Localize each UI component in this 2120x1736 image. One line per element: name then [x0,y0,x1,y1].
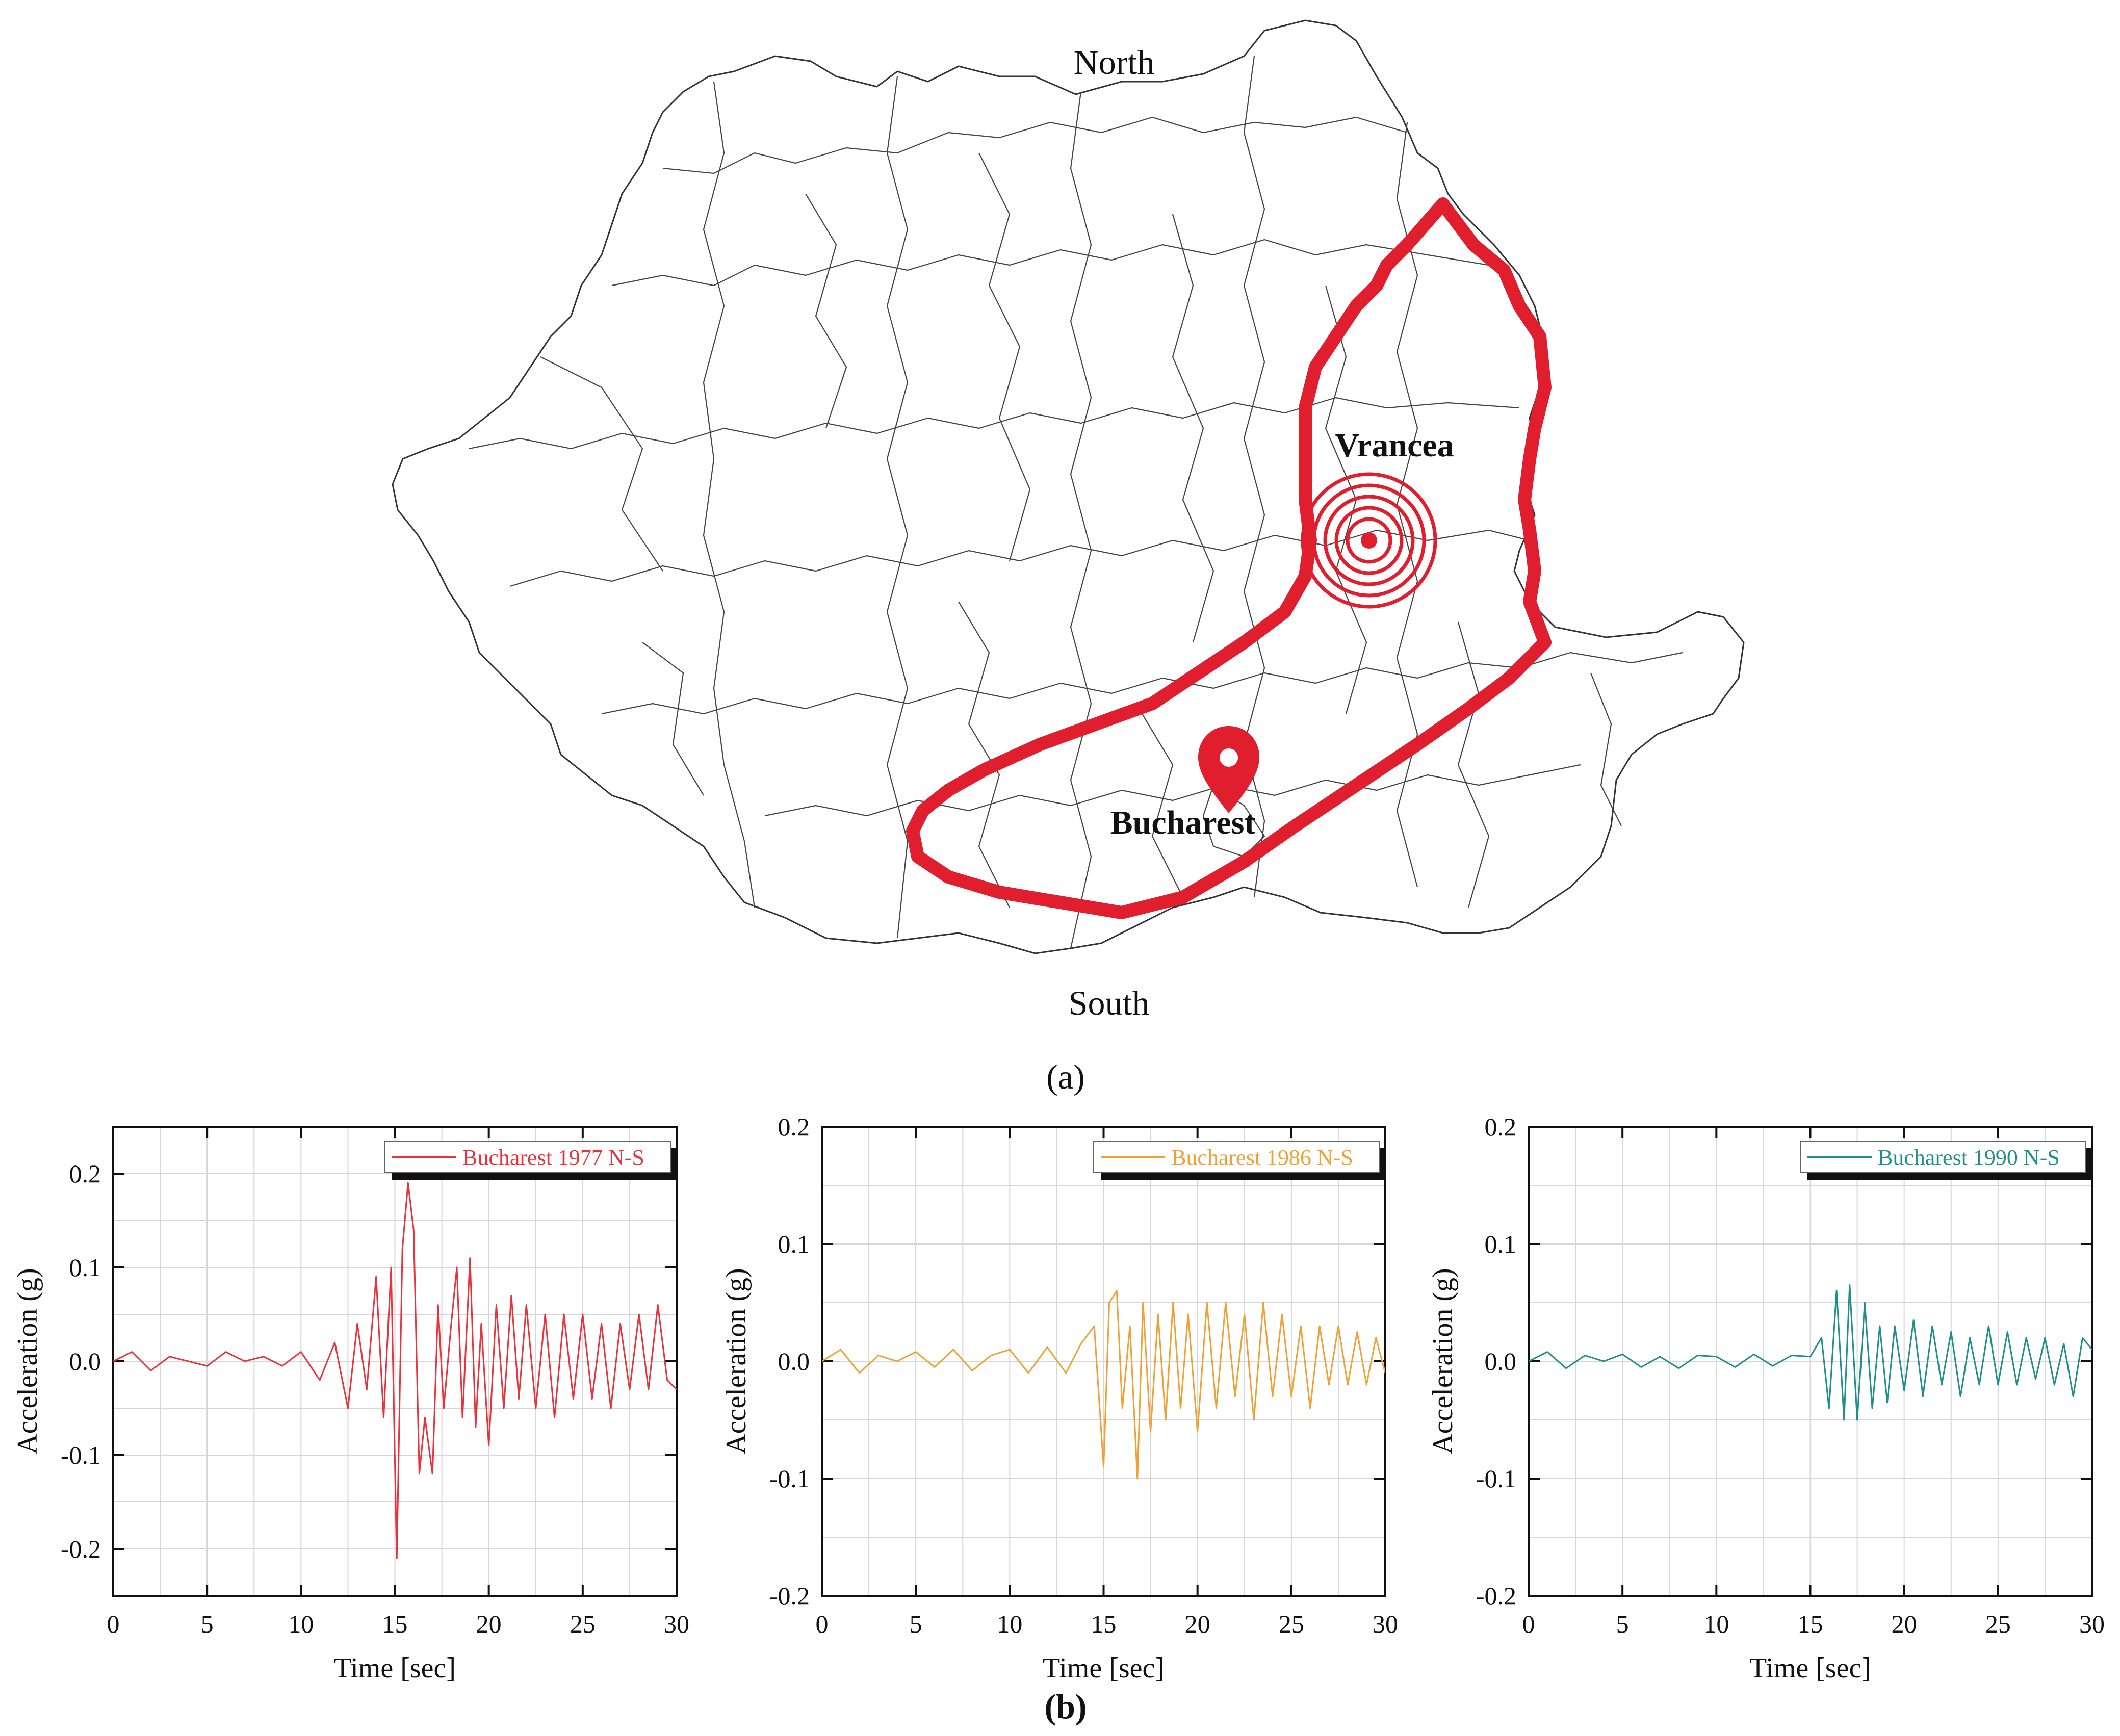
legend-label: Bucharest 1990 N-S [1878,1145,2060,1170]
y-tick-label: 0.2 [69,1159,101,1188]
city-label-bucharest: Bucharest [1110,804,1256,841]
y-tick-label: -0.1 [1476,1464,1516,1493]
x-tick-label: 30 [2079,1610,2105,1638]
x-tick-label: 25 [1985,1610,2011,1638]
x-tick-label: 15 [1091,1610,1117,1638]
y-tick-label: -0.2 [1476,1582,1516,1610]
x-tick-label: 0 [107,1610,120,1638]
y-tick-label: 0.1 [1485,1230,1517,1258]
x-tick-label: 10 [997,1610,1022,1638]
x-tick-label: 20 [1892,1610,1917,1638]
grid [821,1126,1386,1596]
y-tick-label: -0.2 [61,1535,101,1563]
x-tick-label: 5 [201,1610,214,1638]
x-tick-label: 10 [1703,1610,1729,1638]
y-tick-label: 0.2 [778,1112,810,1141]
x-tick-label: 15 [1798,1610,1823,1638]
grid [113,1126,677,1596]
target-rings-icon [1301,472,1437,609]
panel-b-label: (b) [1044,1687,1087,1726]
x-axis-label: Time [sec] [334,1652,456,1684]
chart-1: 0 5 10 15 20 25 30 -0.2 -0.1 0.0 0.1 0.2 Time [sec] A… [12,1126,689,1684]
y-tick-label: 0.0 [778,1347,810,1376]
legend-label: Bucharest 1977 N-S [462,1145,644,1170]
romania-map: North South Vrancea Bucharest [392,19,1745,1022]
x-tick-label: 25 [1279,1610,1304,1638]
y-tick-label: -0.1 [769,1464,810,1493]
grid [1528,1126,2092,1596]
x-tick-label: 5 [910,1610,922,1638]
x-axis-label: Time [sec] [1749,1652,1871,1684]
x-tick-label: 20 [476,1610,502,1638]
y-tick-label: 0.1 [69,1253,101,1282]
y-axis-label: Acceleration (g) [12,1268,43,1454]
x-axis-label: Time [sec] [1043,1652,1165,1684]
chart-3: 0 5 10 15 20 25 30 -0.2 -0.1 0.0 0.1 0.2 Time [sec] A… [1427,1112,2105,1684]
y-tick-label: 0.1 [778,1230,810,1258]
x-tick-label: 0 [816,1610,829,1638]
x-tick-label: 15 [382,1610,408,1638]
affected-region-outline [906,197,1552,919]
y-tick-label: -0.2 [769,1582,810,1610]
y-tick-label: 0.0 [1485,1347,1517,1376]
compass-south: South [1069,983,1150,1022]
legend-box [1800,1141,2086,1173]
y-tick-label: 0.0 [69,1347,101,1376]
series-line [113,1182,677,1559]
accelerogram-charts: 0 5 10 15 20 25 30 -0.2 -0.1 0.0 0.1 0.2 Time [sec] A… [12,1112,2105,1684]
compass-north: North [1074,43,1155,82]
x-tick-label: 20 [1185,1610,1210,1638]
chart-2: 0 5 10 15 20 25 30 -0.2 -0.1 0.0 0.1 0.2 Time [sec] A… [720,1112,1398,1684]
x-tick-label: 30 [664,1610,689,1638]
map-pin-icon [1198,726,1259,813]
panel-a-label: (a) [1046,1057,1084,1096]
city-label-vrancea: Vrancea [1335,427,1454,464]
x-tick-label: 25 [570,1610,596,1638]
county-borders [469,56,1683,949]
x-tick-label: 10 [288,1610,314,1638]
legend-label: Bucharest 1986 N-S [1171,1145,1353,1170]
x-tick-label: 0 [1522,1610,1535,1638]
x-tick-label: 30 [1373,1610,1398,1638]
y-axis-label: Acceleration (g) [1427,1268,1459,1454]
series-line [822,1290,1385,1480]
y-tick-label: 0.2 [1485,1112,1517,1141]
x-tick-label: 5 [1616,1610,1629,1638]
y-tick-label: -0.1 [61,1441,101,1469]
country-outline [392,19,1745,954]
series-line [1529,1284,2092,1421]
y-axis-label: Acceleration (g) [720,1268,752,1454]
